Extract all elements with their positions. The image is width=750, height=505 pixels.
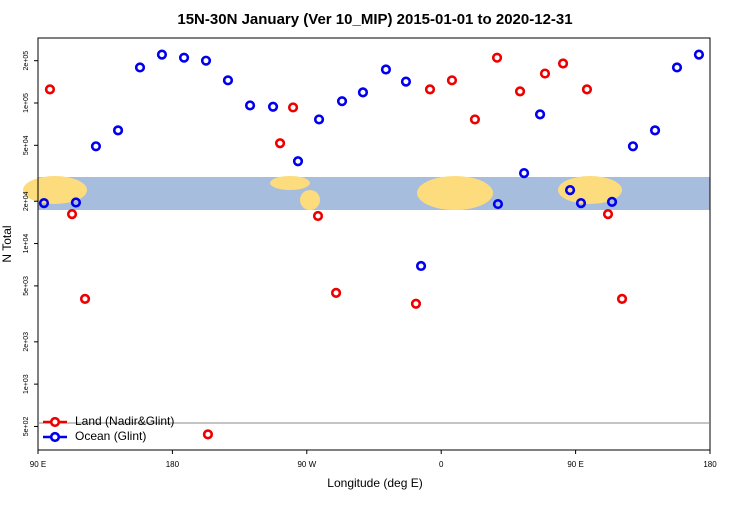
data-point bbox=[627, 141, 639, 152]
data-point bbox=[534, 109, 546, 120]
data-point bbox=[313, 114, 325, 125]
y-tick-label: 5e+04 bbox=[23, 135, 30, 155]
data-point bbox=[38, 198, 50, 209]
data-point bbox=[79, 293, 91, 305]
data-point bbox=[274, 138, 286, 149]
data-point bbox=[156, 49, 168, 60]
y-tick-label: 2e+03 bbox=[23, 332, 30, 352]
y-tick-label: 2e+05 bbox=[23, 51, 30, 71]
data-point bbox=[616, 293, 628, 305]
data-point bbox=[178, 52, 190, 63]
data-point bbox=[557, 58, 569, 69]
data-point bbox=[424, 84, 436, 95]
y-axis-label: N Total bbox=[0, 225, 14, 262]
data-point bbox=[575, 198, 587, 209]
data-point bbox=[514, 86, 526, 97]
data-point bbox=[581, 84, 593, 95]
data-point bbox=[357, 87, 369, 98]
data-point bbox=[446, 75, 458, 86]
data-point bbox=[200, 55, 212, 66]
legend-marker bbox=[49, 431, 61, 443]
land-shape bbox=[23, 176, 87, 204]
data-point bbox=[649, 125, 661, 136]
data-point bbox=[287, 102, 299, 113]
data-point bbox=[267, 101, 279, 112]
land-shape bbox=[417, 176, 493, 210]
data-point bbox=[602, 209, 614, 220]
data-point bbox=[134, 62, 146, 73]
data-point bbox=[518, 168, 530, 179]
data-point bbox=[70, 197, 82, 208]
data-point bbox=[671, 62, 683, 73]
y-tick-label: 2e+04 bbox=[23, 191, 30, 211]
data-point bbox=[606, 196, 618, 207]
y-tick-label: 5e+02 bbox=[23, 417, 30, 437]
data-point bbox=[693, 49, 705, 60]
data-point bbox=[410, 298, 422, 309]
data-point bbox=[244, 100, 256, 111]
x-tick-label: 90 E bbox=[30, 460, 46, 469]
land-shape bbox=[300, 190, 320, 210]
x-tick-label: 180 bbox=[703, 460, 717, 469]
y-tick-label: 1e+05 bbox=[23, 93, 30, 113]
data-point bbox=[90, 141, 102, 152]
data-point bbox=[469, 114, 481, 125]
legend-marker bbox=[49, 416, 61, 428]
data-point bbox=[564, 185, 576, 196]
x-tick-label: 90 W bbox=[297, 460, 316, 469]
data-point bbox=[292, 156, 304, 167]
legend-label: Ocean (Glint) bbox=[75, 429, 146, 443]
y-tick-label: 1e+04 bbox=[23, 234, 30, 254]
data-point bbox=[336, 96, 348, 107]
data-point bbox=[400, 76, 412, 87]
x-axis-label: Longitude (deg E) bbox=[327, 476, 422, 490]
data-point bbox=[112, 125, 124, 136]
y-tick-label: 1e+03 bbox=[23, 374, 30, 394]
y-tick-label: 5e+03 bbox=[23, 276, 30, 296]
data-point bbox=[491, 52, 503, 63]
chart-title: 15N-30N January (Ver 10_MIP) 2015-01-01 … bbox=[177, 11, 572, 28]
x-tick-label: 180 bbox=[166, 460, 180, 469]
data-point bbox=[330, 287, 342, 298]
data-point bbox=[415, 260, 427, 272]
land-shape bbox=[558, 176, 622, 204]
land-shape bbox=[270, 176, 310, 190]
legend-label: Land (Nadir&Glint) bbox=[75, 414, 174, 428]
data-point bbox=[312, 210, 324, 222]
x-tick-label: 0 bbox=[439, 460, 444, 469]
data-point bbox=[44, 84, 56, 95]
data-point bbox=[66, 209, 78, 220]
data-point bbox=[202, 429, 214, 440]
x-tick-label: 90 E bbox=[567, 460, 583, 469]
data-point bbox=[539, 68, 551, 79]
data-point bbox=[492, 198, 504, 210]
map-band bbox=[23, 176, 710, 210]
data-point bbox=[380, 64, 392, 75]
data-point bbox=[222, 75, 234, 86]
